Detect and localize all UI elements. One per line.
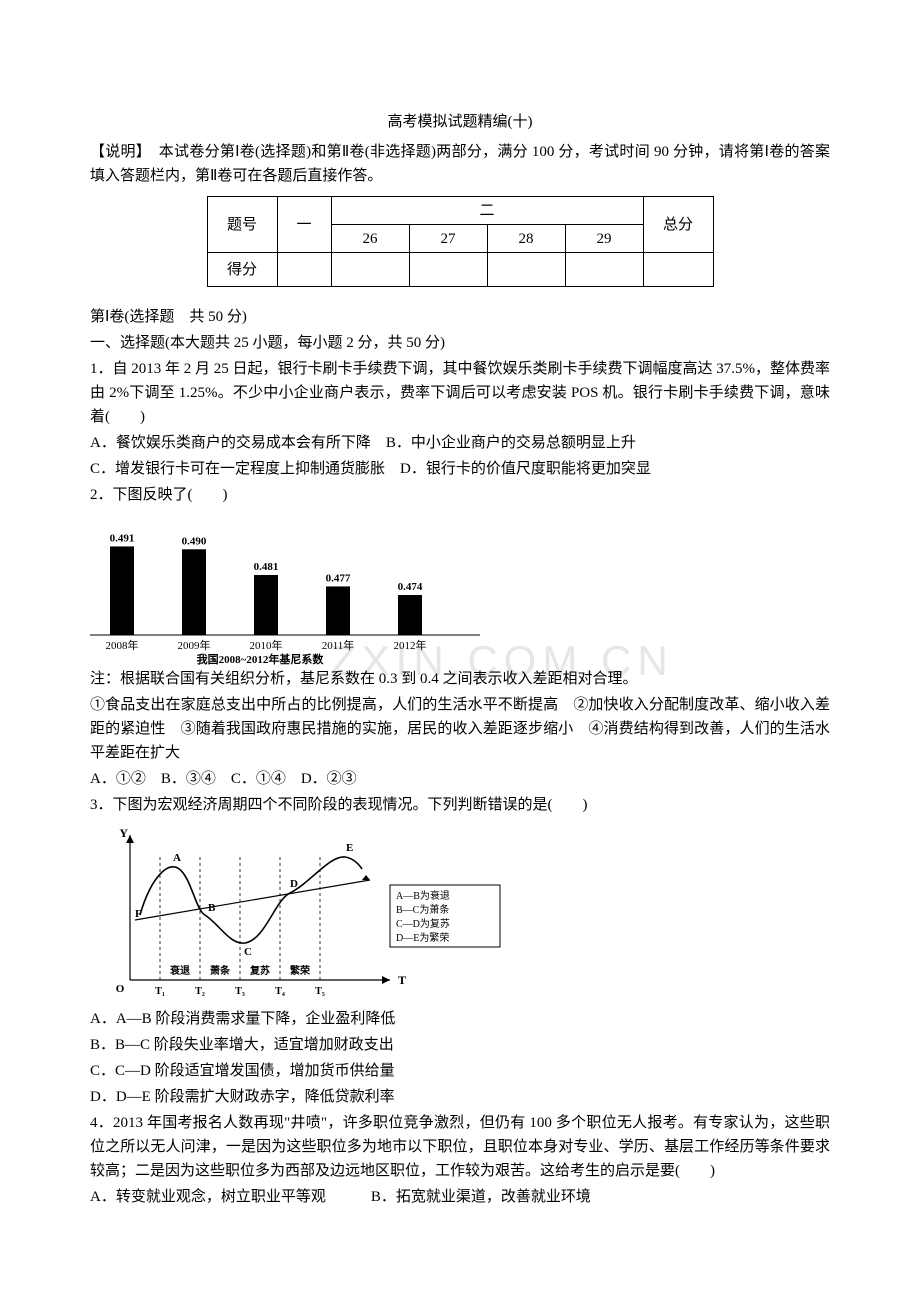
q1-opts-2: C．增发银行卡可在一定程度上抑制通货膨胀 D．银行卡的价值尺度职能将更加突显 xyxy=(90,457,830,481)
score-table: 题号 一 二 总分 26 27 28 29 得分 xyxy=(207,196,714,287)
page-title: 高考模拟试题精编(十) xyxy=(90,110,830,134)
svg-text:萧条: 萧条 xyxy=(210,964,231,977)
svg-text:2009年: 2009年 xyxy=(178,638,211,652)
svg-text:B: B xyxy=(208,902,216,914)
svg-text:T₂: T₂ xyxy=(195,986,205,997)
col-two: 二 xyxy=(331,197,643,225)
svg-text:繁荣: 繁荣 xyxy=(289,964,310,977)
svg-text:D—E为繁荣: D—E为繁荣 xyxy=(396,931,449,944)
subcol-28: 28 xyxy=(487,225,565,253)
svg-text:衰退: 衰退 xyxy=(169,964,190,977)
q3-optC: C．C—D 阶段适宜增发国债，增加货币供给量 xyxy=(90,1059,830,1083)
q2-items: ①食品支出在家庭总支出中所占的比例提高，人们的生活水平不断提高 ②加快收入分配制… xyxy=(90,693,830,765)
score-cell xyxy=(409,253,487,287)
svg-text:B—C为萧条: B—C为萧条 xyxy=(396,903,449,916)
subcol-26: 26 xyxy=(331,225,409,253)
header-label: 题号 xyxy=(207,197,277,253)
q2-note: 注：根据联合国有关组织分析，基尼系数在 0.3 到 0.4 之间表示收入差距相对… xyxy=(90,667,830,691)
svg-text:Y: Y xyxy=(119,826,128,840)
macro-cycle-diagram: Y T O T₁ T₂ T₃ T₄ T₅ A B C D E F 衰退 萧条 复苏 繁荣 A—B为衰退B—C为萧条C… xyxy=(90,825,830,1005)
svg-text:T₃: T₃ xyxy=(235,986,245,997)
q2-text: 2．下图反映了( ) xyxy=(90,483,830,507)
col-one: 一 xyxy=(277,197,331,253)
section1-sub: 一、选择题(本大题共 25 小题，每小题 2 分，共 50 分) xyxy=(90,331,830,355)
q3-optA: A．A—B 阶段消费需求量下降，企业盈利降低 xyxy=(90,1007,830,1031)
svg-text:2012年: 2012年 xyxy=(394,638,427,652)
svg-text:0.474: 0.474 xyxy=(398,581,423,593)
section1-heading: 第Ⅰ卷(选择题 共 50 分) xyxy=(90,305,830,329)
score-cell xyxy=(643,253,713,287)
svg-text:0.481: 0.481 xyxy=(254,561,279,573)
subcol-29: 29 xyxy=(565,225,643,253)
svg-text:T: T xyxy=(398,973,406,987)
svg-text:我国2008~2012年基尼系数: 我国2008~2012年基尼系数 xyxy=(197,652,325,665)
svg-text:2011年: 2011年 xyxy=(322,638,355,652)
svg-text:T₅: T₅ xyxy=(315,986,325,997)
q2-opts: A．①② B．③④ C．①④ D．②③ xyxy=(90,767,830,791)
svg-text:D: D xyxy=(290,878,298,890)
q3-text: 3．下图为宏观经济周期四个不同阶段的表现情况。下列判断错误的是( ) xyxy=(90,793,830,817)
score-cell xyxy=(277,253,331,287)
q3-optD: D．D—E 阶段需扩大财政赤字，降低贷款利率 xyxy=(90,1085,830,1109)
svg-text:复苏: 复苏 xyxy=(249,964,270,977)
svg-text:T₁: T₁ xyxy=(155,986,165,997)
score-cell xyxy=(565,253,643,287)
instructions: 【说明】 本试卷分第Ⅰ卷(选择题)和第Ⅱ卷(非选择题)两部分，满分 100 分，… xyxy=(90,140,830,188)
svg-text:A: A xyxy=(173,852,181,864)
svg-text:0.490: 0.490 xyxy=(182,535,207,547)
q1-text: 1．自 2013 年 2 月 25 日起，银行卡刷卡手续费下调，其中餐饮娱乐类刷… xyxy=(90,357,830,429)
score-cell xyxy=(331,253,409,287)
col-total: 总分 xyxy=(643,197,713,253)
svg-text:A—B为衰退: A—B为衰退 xyxy=(396,889,450,902)
q1-opts-1: A．餐饮娱乐类商户的交易成本会有所下降 B．中小企业商户的交易总额明显上升 xyxy=(90,431,830,455)
svg-text:0.491: 0.491 xyxy=(110,532,135,544)
svg-text:E: E xyxy=(346,842,353,854)
score-label: 得分 xyxy=(207,253,277,287)
svg-text:F: F xyxy=(135,908,142,920)
gini-bar-chart: 0.491 2008年 0.490 2009年 0.481 2010年 0.477 2011年… xyxy=(90,515,830,665)
q4-opts: A．转变就业观念，树立职业平等观 B．拓宽就业渠道，改善就业环境 xyxy=(90,1185,830,1209)
score-cell xyxy=(487,253,565,287)
svg-text:C—D为复苏: C—D为复苏 xyxy=(396,917,450,930)
q3-optB: B．B—C 阶段失业率增大，适宜增加财政支出 xyxy=(90,1033,830,1057)
svg-text:0.477: 0.477 xyxy=(326,572,351,584)
svg-text:T₄: T₄ xyxy=(275,986,285,997)
svg-text:2008年: 2008年 xyxy=(106,638,139,652)
q4-text: 4．2013 年国考报名人数再现"井喷"，许多职位竞争激烈，但仍有 100 多个… xyxy=(90,1111,830,1183)
svg-text:2010年: 2010年 xyxy=(250,638,283,652)
svg-text:C: C xyxy=(244,946,252,958)
subcol-27: 27 xyxy=(409,225,487,253)
svg-text:O: O xyxy=(116,983,125,995)
